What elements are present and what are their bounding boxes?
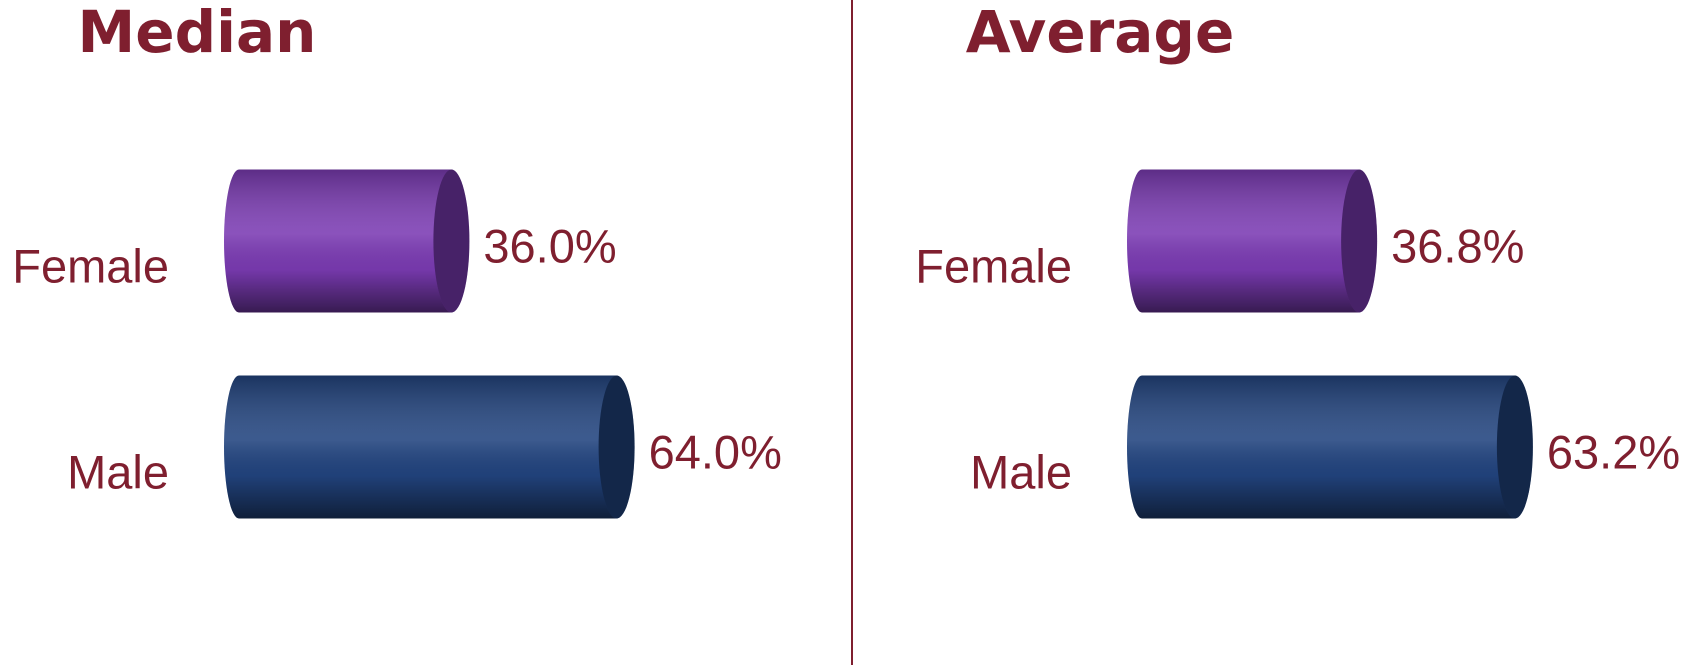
bar-end-cap: [1496, 375, 1533, 519]
chart-title: Average: [966, 0, 1235, 66]
bar-end-cap-shade: [433, 169, 470, 313]
value-label: 63.2%: [1547, 425, 1680, 478]
bar-end-cap-shade: [1496, 375, 1533, 519]
category-label: Female: [915, 239, 1072, 292]
bar-shading: [1127, 169, 1375, 313]
bar-end-cap: [433, 169, 470, 313]
category-label: Male: [970, 445, 1072, 498]
bar-shading: [224, 169, 467, 313]
bar-end-cap-shade: [598, 375, 635, 519]
bar-end-cap: [598, 375, 635, 519]
bar-end-cap: [1341, 169, 1378, 313]
bar-shading: [224, 375, 632, 519]
value-label: 64.0%: [649, 425, 782, 478]
bar-end-cap-shade: [1341, 169, 1378, 313]
value-label: 36.8%: [1391, 219, 1524, 272]
category-label: Female: [12, 239, 169, 292]
category-label: Male: [67, 445, 169, 498]
chart-title: Median: [78, 0, 317, 66]
value-label: 36.0%: [483, 219, 616, 272]
bar-shading: [1127, 375, 1530, 519]
